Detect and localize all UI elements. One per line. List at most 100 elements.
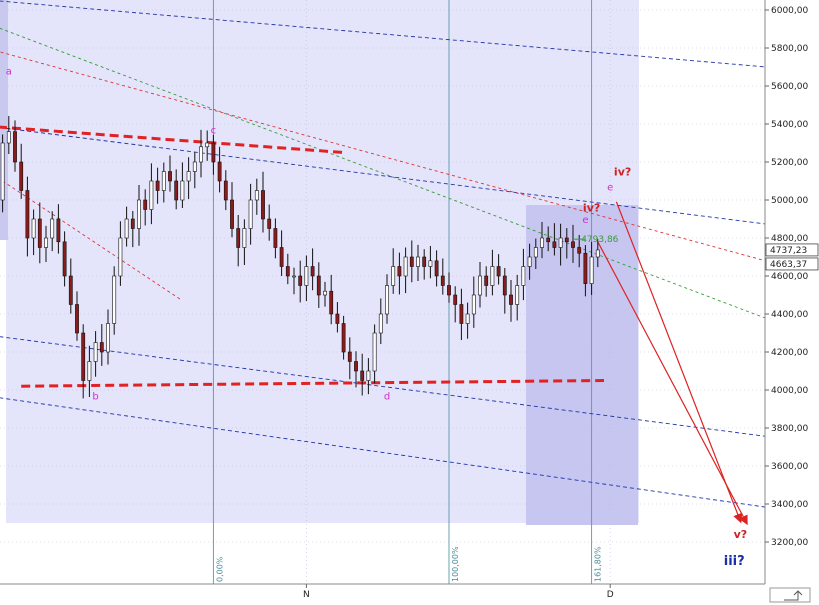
price-bar-body: [149, 180, 154, 210]
price-bar: [521, 248, 526, 301]
price-bar: [81, 324, 86, 399]
price-bar: [68, 258, 73, 314]
wave-label-wave-blue: iii?: [724, 554, 745, 569]
price-bar-body: [589, 256, 594, 284]
price-bar: [248, 183, 253, 245]
y-tick-label: 3800,00: [771, 424, 808, 434]
price-bar: [186, 157, 191, 200]
price-bar-body: [329, 290, 334, 315]
wave-label-wave: d: [384, 392, 390, 403]
trend-lines: [0, 0, 819, 526]
price-bar-body: [323, 290, 327, 296]
blue-channel-line: [0, 336, 819, 444]
price-bar: [174, 169, 179, 210]
price-bar-body: [155, 180, 160, 191]
price-bar: [546, 226, 551, 252]
price-bar-body: [112, 275, 117, 324]
price-bar-body: [515, 285, 520, 305]
price-bar: [465, 302, 470, 339]
price-bar-body: [13, 131, 17, 163]
price-bar-body: [385, 285, 389, 315]
price-bar-body: [81, 332, 86, 381]
price-bar: [471, 276, 476, 328]
price-bar-body: [106, 323, 110, 353]
price-bar: [87, 345, 92, 398]
price-bar-body: [447, 285, 451, 296]
price-bar: [279, 230, 284, 276]
price-bar: [571, 224, 575, 263]
price-bar-body: [25, 190, 30, 239]
price-bar-body: [391, 266, 396, 286]
price-bar-body: [416, 256, 420, 267]
price-bar: [354, 351, 358, 388]
x-tick-label: D: [607, 590, 614, 600]
y-tick-label: 6000,00: [771, 6, 808, 16]
projection-arrow: [597, 241, 748, 526]
price-bar-body: [527, 256, 532, 267]
price-bar-body: [583, 252, 588, 284]
price-bar-body: [236, 228, 241, 248]
price-bar-body: [310, 266, 315, 277]
price-bar: [161, 162, 166, 203]
price-bar: [304, 255, 309, 302]
price-bar-body: [161, 171, 166, 191]
price-bar-body: [50, 218, 55, 239]
price-bar-body: [298, 275, 303, 286]
price-bar: [366, 358, 371, 395]
price-bar-body: [19, 161, 24, 191]
price-bar: [409, 240, 414, 283]
price-bar-body: [130, 218, 135, 229]
fib-label: 161,80%: [594, 546, 603, 582]
price-bar-body: [490, 266, 495, 286]
price-bar: [236, 215, 241, 267]
price-bar: [540, 222, 544, 259]
price-bar: [329, 274, 334, 325]
price-bar: [168, 155, 172, 192]
price-bar-body: [180, 180, 185, 201]
price-bar: [490, 249, 495, 296]
price-bar: [50, 211, 55, 252]
price-bar: [285, 253, 290, 285]
green-trend-line: [0, 27, 815, 338]
price-bar-body: [403, 256, 408, 277]
price-bar: [254, 178, 259, 215]
resize-corner-icon[interactable]: [769, 587, 811, 603]
price-bar: [106, 309, 110, 365]
y-tick-label: 4600,00: [771, 272, 808, 282]
blue-channel-line: [0, 397, 819, 516]
blue-channel-line: [0, 0, 819, 72]
price-bar: [310, 248, 315, 291]
price-bar: [378, 298, 383, 345]
price-bar: [577, 234, 582, 268]
wave-label-wave-red: iv?: [614, 165, 631, 178]
price-bar: [589, 241, 594, 295]
price-bar: [527, 243, 532, 280]
price-bar-body: [428, 260, 433, 267]
y-tick-label: 4400,00: [771, 310, 808, 320]
fib-label: 100,00%: [451, 546, 460, 582]
price-bar: [478, 261, 482, 308]
price-bar-body: [484, 275, 489, 286]
price-bar-body: [254, 190, 259, 201]
y-tick-label: 4200,00: [771, 348, 808, 358]
price-bar-body: [316, 275, 321, 296]
price-bar-body: [540, 237, 544, 248]
price-bar-body: [478, 275, 482, 296]
price-box: 4737,23: [765, 243, 819, 257]
blue-channel-line: [0, 127, 819, 232]
price-bar: [453, 286, 458, 323]
price-bar-body: [341, 323, 346, 353]
price-bar: [372, 324, 377, 384]
price-bar: [385, 274, 389, 324]
price-bar: [298, 260, 303, 303]
price-bar: [217, 146, 222, 193]
price-bar: [230, 182, 234, 238]
price-bar-body: [56, 218, 61, 243]
price-bar-body: [453, 294, 458, 305]
price-bar-body: [186, 171, 191, 182]
price-bar: [502, 268, 507, 314]
price-bar-body: [0, 142, 5, 201]
price-bar: [99, 324, 104, 366]
price-bar: [428, 245, 433, 279]
